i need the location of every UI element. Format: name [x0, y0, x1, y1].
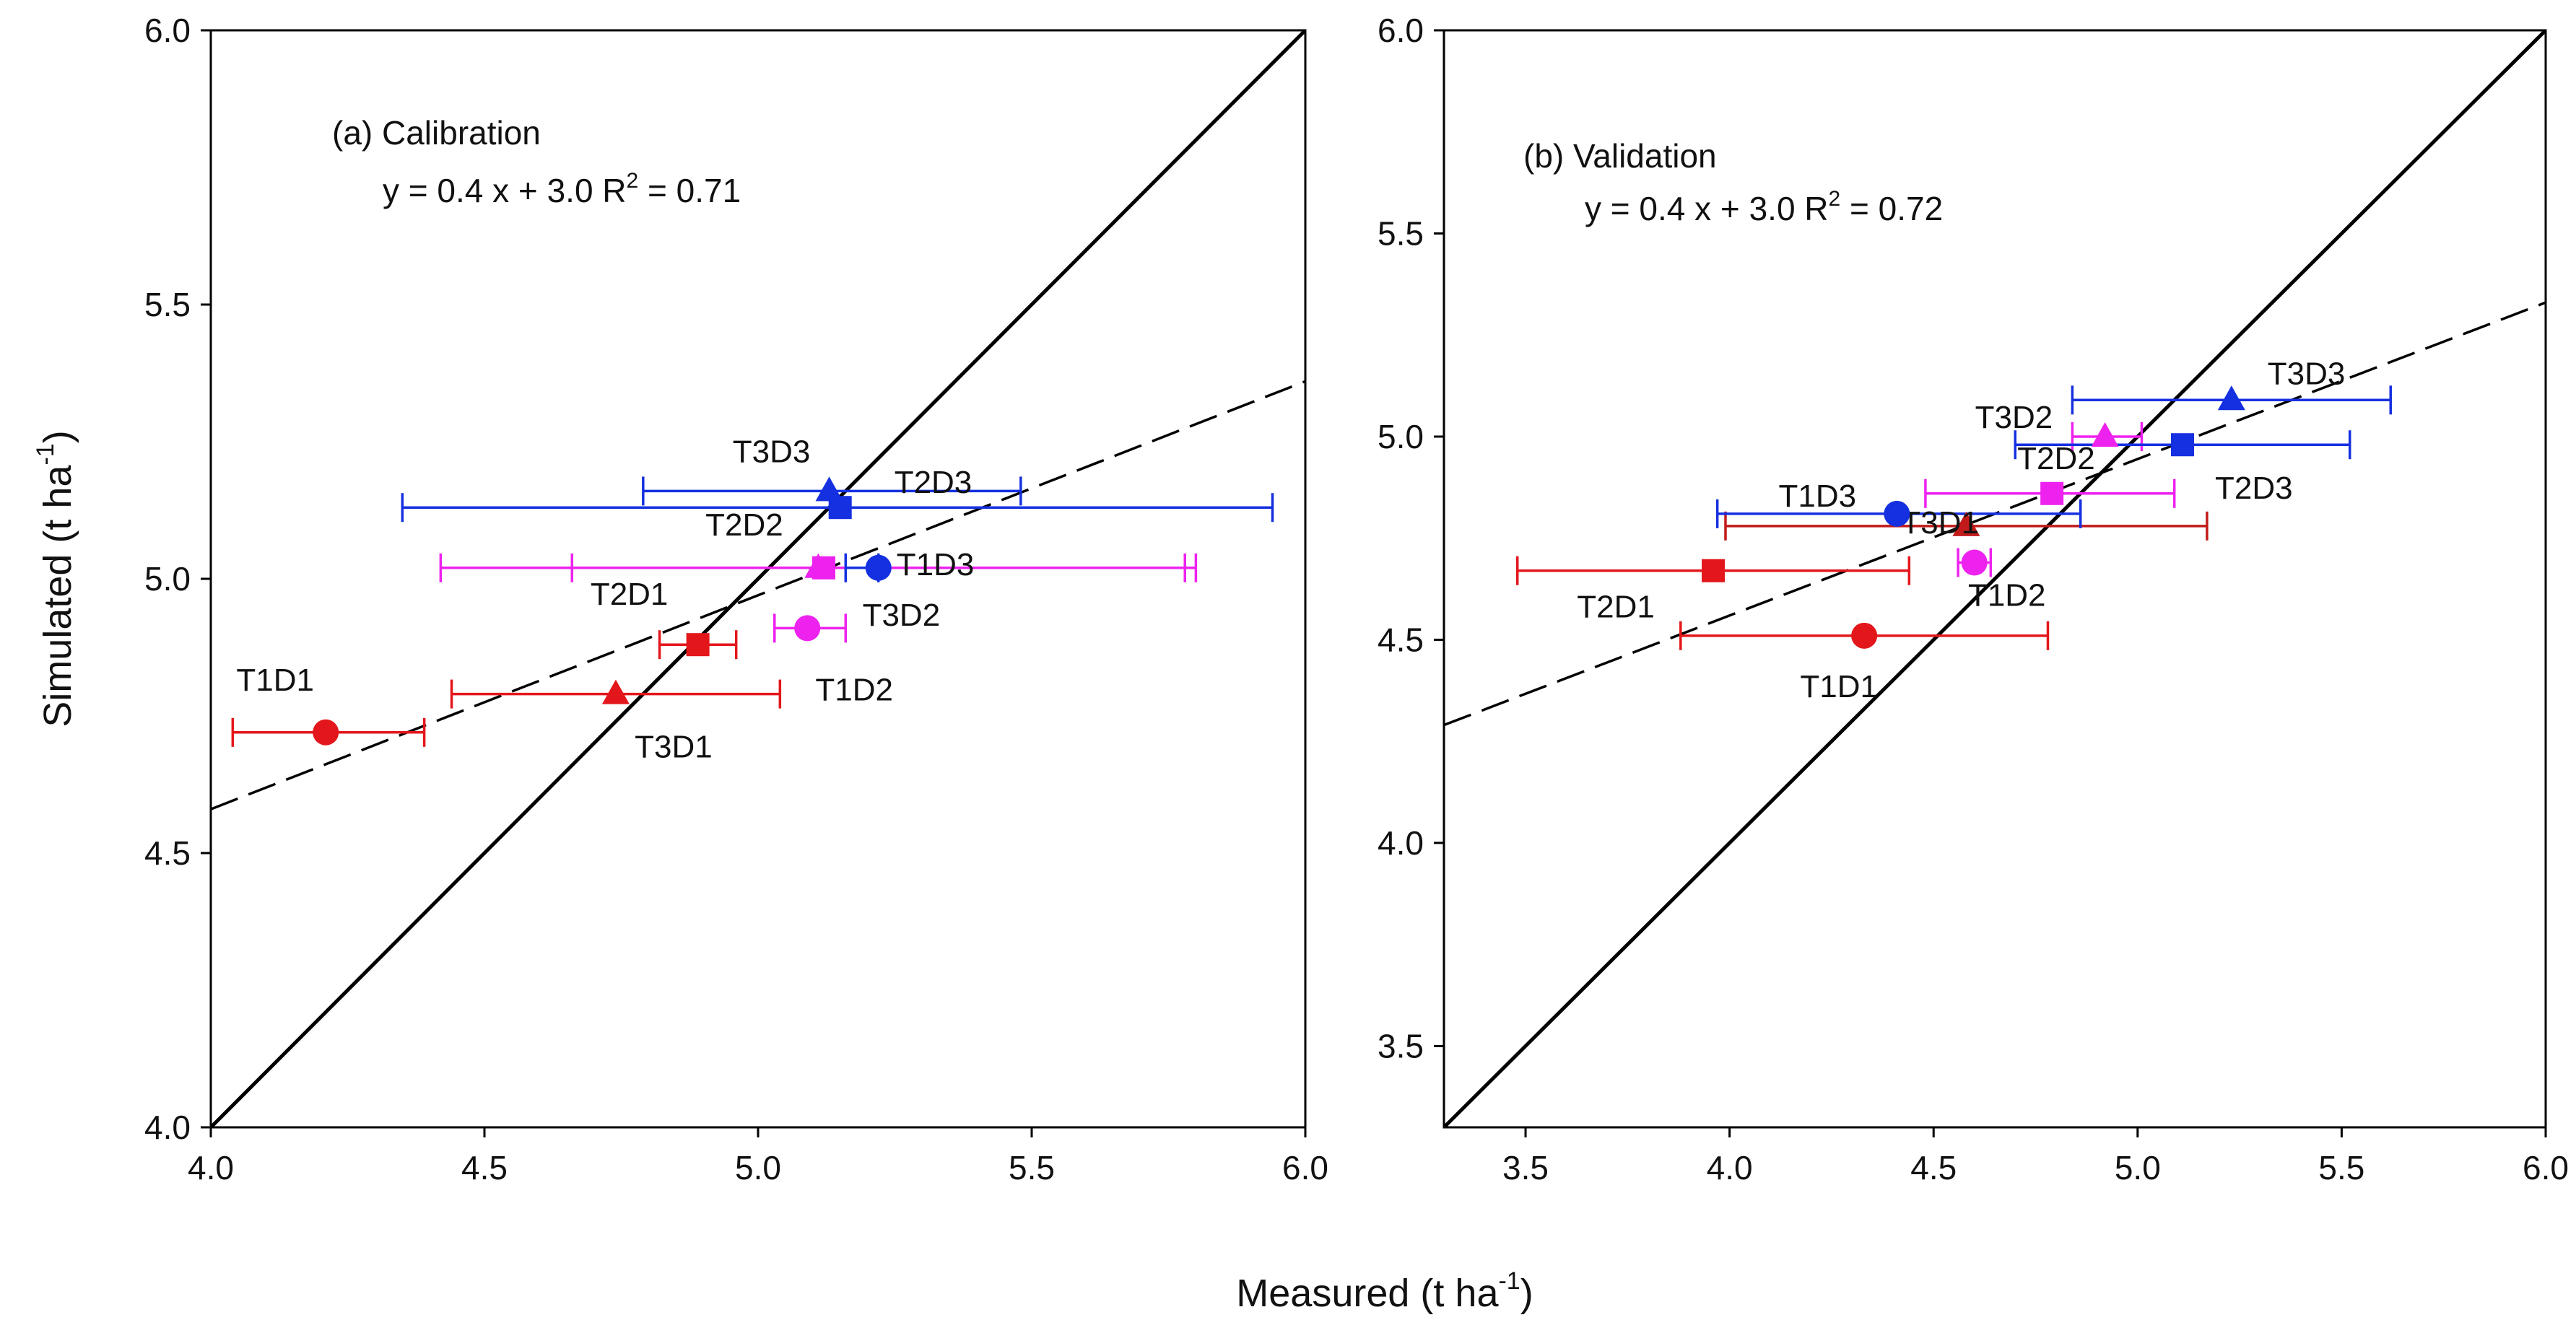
point-label-T3D3: T3D3: [2268, 356, 2346, 391]
y-tick-label: 6.0: [144, 12, 191, 49]
point-label-T3D2: T3D2: [863, 598, 941, 633]
point-label-T3D1: T3D1: [1901, 505, 1979, 541]
data-point-T2D3: [828, 496, 852, 520]
x-tick-label: 4.0: [1707, 1149, 1753, 1186]
x-tick-label: 5.5: [1009, 1149, 1055, 1186]
data-point-T3D1: [601, 679, 630, 704]
point-label-T2D2: T2D2: [2017, 441, 2095, 476]
point-label-T1D1: T1D1: [236, 663, 314, 698]
panel-validation: 3.5 4.0 4.5 5.0 5.5 6.0 3.5 4.0 4.5 5.0 5.5 6.0 T1D1…: [1378, 12, 2569, 1186]
one-to-one-line: [1444, 30, 2546, 1127]
point-label-T1D2: T1D2: [1968, 577, 2046, 613]
x-tick-label: 5.0: [735, 1149, 781, 1186]
data-point-T2D2: [811, 556, 835, 580]
data-point-T1D3: [865, 554, 892, 581]
y-axis-title: Simulated (t ha-1): [32, 430, 79, 727]
y-tick-label: 5.0: [1378, 418, 1424, 455]
regression-line: [211, 380, 1305, 810]
point-label-T2D3: T2D3: [2215, 471, 2293, 506]
data-point-T3D3: [2217, 385, 2245, 411]
y-tick-label: 4.0: [144, 1109, 191, 1146]
data-point-T1D1: [313, 719, 339, 746]
y-tick-label: 4.5: [1378, 621, 1424, 658]
y-tick-label: 4.5: [144, 834, 191, 872]
point-label-T2D1: T2D1: [591, 577, 669, 612]
shared-axis-labels: Measured (t ha-1) Simulated (t ha-1): [32, 430, 1533, 1315]
data-point-T2D3: [2170, 433, 2194, 457]
data-point-T1D1: [1851, 622, 1878, 649]
data-point-T3D1: [1952, 511, 1980, 536]
x-tick-label: 5.0: [2115, 1149, 2161, 1186]
point-label-T1D3: T1D3: [897, 547, 975, 582]
data-point-T2D1: [686, 633, 710, 657]
plot-frame-validation: [1443, 29, 2547, 1129]
y-tick-label: 6.0: [1378, 12, 1424, 49]
regression-equation-calibration: y = 0.4 x + 3.0 R2 = 0.71: [383, 169, 741, 209]
x-tick-label: 4.0: [188, 1149, 234, 1186]
panel-calibration: 4.0 4.5 5.0 5.5 6.0 4.0 4.5 5.0 5.5 6.0 T1D1 T3D1 T2…: [144, 12, 1328, 1186]
data-point-T2D1: [1702, 559, 1726, 582]
regression-equation-validation: y = 0.4 x + 3.0 R2 = 0.72: [1585, 187, 1943, 227]
data-point-T3D2: [2091, 421, 2119, 447]
x-tick-label: 4.5: [1910, 1149, 1957, 1186]
data-point-T1D3: [1884, 500, 1910, 527]
x-tick-label: 5.5: [2318, 1149, 2364, 1186]
x-axis-title: Measured (t ha-1): [1236, 1267, 1533, 1315]
point-label-T2D1: T2D1: [1577, 590, 1655, 625]
point-label-T2D2: T2D2: [705, 507, 783, 543]
x-tick-label: 6.0: [2523, 1149, 2569, 1186]
point-label-T1D1: T1D1: [1800, 669, 1878, 704]
point-label-T1D2: T1D2: [815, 672, 893, 707]
panel-title-validation: (b) Validation: [1523, 137, 1717, 175]
data-point-T1D2: [1961, 549, 1988, 576]
point-label-T2D3: T2D3: [895, 465, 972, 500]
point-label-T3D3: T3D3: [733, 434, 811, 469]
x-tick-label: 3.5: [1502, 1149, 1549, 1186]
data-point-T1D2: [794, 615, 821, 642]
data-point-T3D3: [815, 476, 843, 502]
x-tick-label: 4.5: [461, 1149, 508, 1186]
y-tick-label: 5.5: [144, 286, 191, 323]
panel-title-calibration: (a) Calibration: [332, 114, 541, 152]
one-to-one-line: [211, 30, 1305, 1127]
point-label-T3D1: T3D1: [635, 730, 713, 765]
y-tick-label: 4.0: [1378, 824, 1424, 862]
x-tick-label: 6.0: [1282, 1149, 1328, 1186]
point-label-T3D2: T3D2: [1975, 400, 2053, 435]
point-label-T1D3: T1D3: [1779, 478, 1857, 514]
data-point-T2D2: [2040, 481, 2064, 505]
y-tick-label: 3.5: [1378, 1027, 1424, 1065]
y-tick-label: 5.0: [144, 560, 191, 598]
y-tick-label: 5.5: [1378, 214, 1424, 252]
